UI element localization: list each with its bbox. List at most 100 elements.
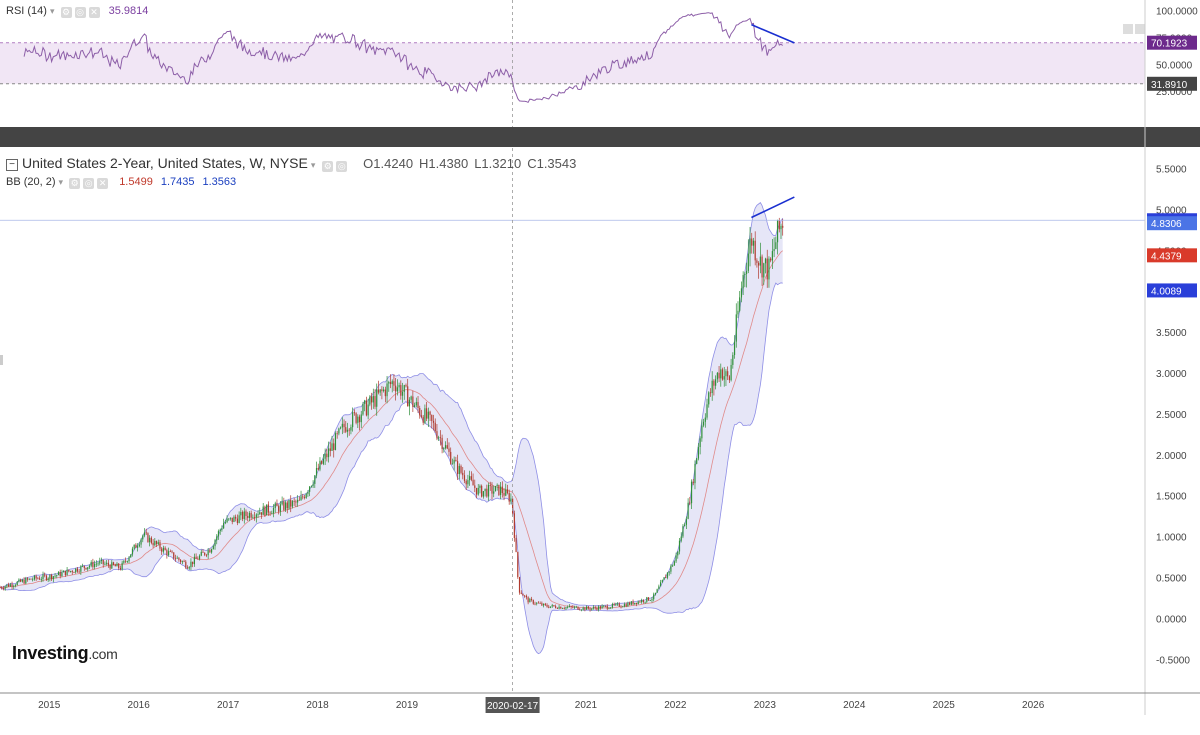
rsi-trendline [751,23,795,44]
candle-body [706,404,708,418]
candle-body [684,524,686,527]
candle-body [670,565,672,572]
candle-body [529,598,531,603]
candle-body [379,389,381,393]
candle-body [130,554,132,558]
candle-body [405,385,407,387]
candle-body [302,496,304,498]
candle-body [340,427,342,429]
candle-body [635,602,638,604]
main-settings-icon[interactable]: ⚙ [322,161,334,172]
candle-body [149,537,151,543]
price-tag-label: 4.0089 [1151,286,1182,297]
candle-body [469,476,471,481]
candle-body [329,448,331,451]
candle-body [52,576,54,580]
bb-value-3: 1.3563 [202,176,237,188]
candle-body [138,544,140,547]
candle-body [278,506,280,512]
candle-body [192,561,194,565]
candle-body [573,606,576,608]
instrument-title[interactable]: United States 2-Year, United States, W, … [22,155,308,171]
candle-body [81,565,84,567]
candle-body [475,487,478,495]
title-caret-icon[interactable]: ▾ [310,160,316,170]
bb-hide-icon[interactable]: ◎ [83,178,95,189]
rsi-hide-icon[interactable]: ◎ [74,7,86,18]
candle-body [522,593,524,596]
candle-body [317,468,319,470]
rsi-settings-icon[interactable]: ⚙ [60,7,72,18]
rsi-close-icon[interactable]: ✕ [88,7,100,18]
candle-body [205,554,208,556]
candle-body [642,600,644,603]
candle-body [608,608,610,610]
price-tag [1147,248,1197,263]
candle-body [579,609,581,611]
candle-body [575,606,577,608]
date-marker-box [485,697,540,713]
candle-body [99,560,101,564]
candle-body [257,514,259,516]
time-tick-label: 2016 [128,700,151,711]
candle-body [229,517,232,519]
rsi-label[interactable]: RSI (14) [6,5,47,17]
candle-body [778,220,780,230]
candle-body [224,522,226,524]
candle-body [536,602,538,604]
candle-body [494,486,497,492]
candle-body [420,415,423,417]
rsi-price-tag-label: 70.1923 [1151,39,1188,50]
main-hide-icon[interactable]: ◎ [336,161,348,172]
candle-body [426,408,428,419]
candle-body [763,263,765,278]
candle-body [369,396,371,405]
candle-body [150,537,152,543]
candle-body [219,529,221,532]
candle-body [403,385,405,392]
candle-body [365,400,368,416]
rsi-caret-icon[interactable]: ▾ [49,6,55,16]
candle-body [131,548,134,555]
price-tick-label: -0.5000 [1156,655,1190,666]
panel-separator [0,127,1200,147]
date-marker-label: 2020-02-17 [487,701,539,712]
time-tick-label: 2019 [396,700,419,711]
price-tag-label: 4.8306 [1151,219,1182,230]
candle-body [104,563,106,565]
candle-body [542,603,545,606]
collapse-icon[interactable]: − [6,159,18,171]
candle-body [611,604,614,608]
candle-body [525,595,527,598]
candle-body [370,396,373,403]
candle-body [240,511,242,516]
candle-body [212,546,214,550]
bb-settings-icon[interactable]: ⚙ [69,178,81,189]
candle-body [758,262,760,266]
candle-body [782,225,784,228]
candle-body [677,551,679,556]
bb-close-icon[interactable]: ✕ [97,178,109,189]
candle-body [721,369,724,380]
bb-label[interactable]: BB (20, 2) [6,176,56,188]
candle-body [548,606,550,608]
candle-body [30,578,32,580]
rsi-tick-label: 25.0000 [1156,87,1193,98]
candle-body [164,547,166,551]
candle-body [436,431,438,439]
candle-body [486,488,488,497]
candle-body [388,382,390,384]
candle-body [133,544,135,549]
main-panel: 5.50005.00004.50004.00003.50003.00002.50… [0,164,1197,666]
candle-body [413,405,416,407]
candle-body [183,561,185,563]
time-tick-label: 2015 [38,700,61,711]
candle-body [54,575,56,577]
candle-body [303,497,306,498]
bb-caret-icon[interactable]: ▾ [58,177,64,187]
candle-body [333,443,335,450]
candle-body [207,550,209,556]
candle-body [537,602,540,604]
